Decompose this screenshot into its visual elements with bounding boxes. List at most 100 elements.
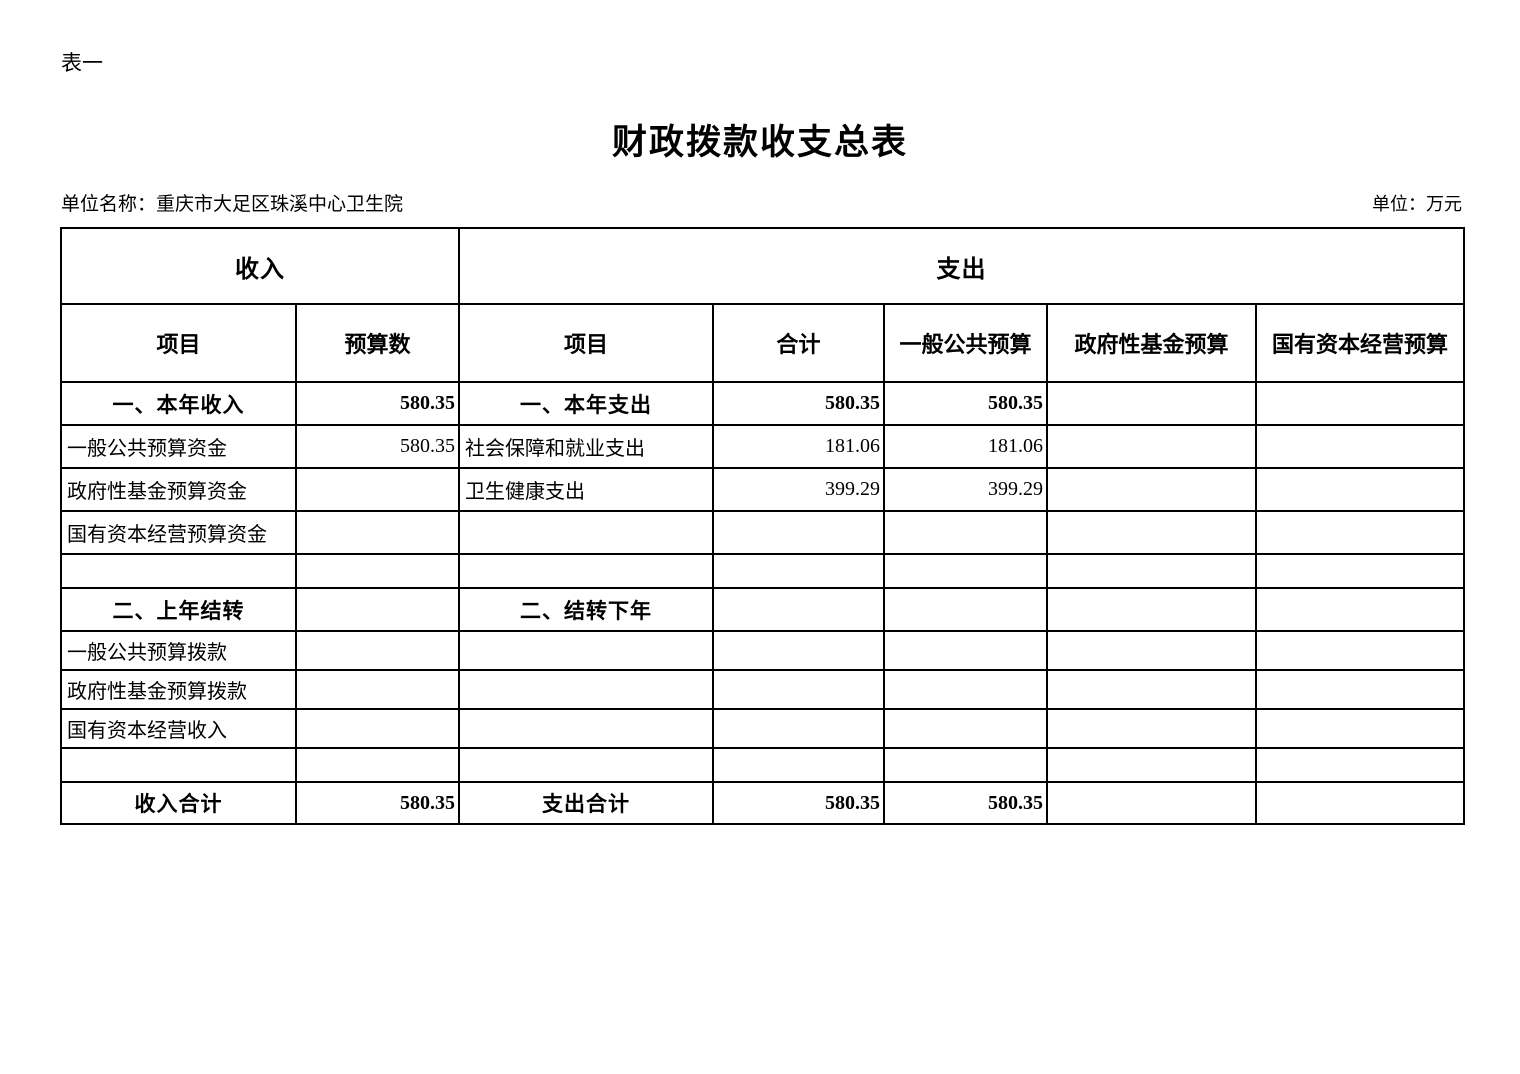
income-item-cell: 一般公共预算拨款	[60, 630, 297, 671]
table-row: 政府性基金预算资金 卫生健康支出 399.29 399.29	[60, 467, 1466, 512]
expense-state-capital-cell	[1254, 669, 1466, 710]
expense-general-budget-cell: 181.06	[883, 424, 1048, 469]
expense-state-capital-cell	[1254, 708, 1466, 749]
table-row: 一般公共预算资金 580.35 社会保障和就业支出 181.06 181.06	[60, 424, 1466, 469]
expense-gov-fund-cell	[1046, 669, 1257, 710]
page-title: 财政拨款收支总表	[611, 123, 908, 162]
expense-item-column-header: 项目	[458, 303, 714, 383]
expense-total-cell	[712, 630, 885, 671]
expense-item-cell: 支出合计	[458, 781, 714, 825]
income-budget-cell	[295, 553, 460, 589]
table-row	[60, 747, 1466, 783]
expense-state-capital-cell	[1254, 553, 1466, 589]
expense-total-cell	[712, 587, 885, 632]
expense-total-cell: 580.35	[712, 781, 885, 825]
state-capital-budget-column-header: 国有资本经营预算	[1254, 303, 1466, 383]
income-item-cell: 国有资本经营预算资金	[60, 510, 297, 555]
expense-item-cell: 社会保障和就业支出	[458, 424, 714, 469]
expense-item-cell	[458, 747, 714, 783]
table-row: 政府性基金预算拨款	[60, 669, 1466, 710]
income-item-cell: 国有资本经营收入	[60, 708, 297, 749]
income-budget-cell	[295, 747, 460, 783]
income-item-cell: 政府性基金预算资金	[60, 467, 297, 512]
expense-general-budget-cell: 580.35	[883, 381, 1048, 426]
table-row	[60, 553, 1466, 589]
expense-gov-fund-cell	[1046, 747, 1257, 783]
expense-general-budget-cell	[883, 553, 1048, 589]
table-row: 一、本年收入 580.35 一、本年支出 580.35 580.35	[60, 381, 1466, 426]
unit-name-label: 单位名称：重庆市大足区珠溪中心卫生院	[61, 194, 404, 215]
income-budget-cell	[295, 630, 460, 671]
expense-gov-fund-cell	[1046, 630, 1257, 671]
expense-state-capital-cell	[1254, 781, 1466, 825]
income-budget-column-header: 预算数	[295, 303, 460, 383]
unit-of-measure-label: 单位：万元	[1372, 194, 1462, 214]
expense-total-cell: 181.06	[712, 424, 885, 469]
income-item-column-header: 项目	[60, 303, 297, 383]
income-group-header: 收入	[60, 227, 460, 305]
expense-general-budget-cell: 580.35	[883, 781, 1048, 825]
expense-group-header: 支出	[457, 227, 1466, 305]
expense-total-cell: 399.29	[712, 467, 885, 512]
sheet-tag: 表一	[61, 51, 103, 75]
expense-gov-fund-cell	[1046, 381, 1257, 426]
expense-state-capital-cell	[1254, 510, 1466, 555]
income-item-cell	[60, 747, 297, 783]
income-item-cell: 政府性基金预算拨款	[60, 669, 297, 710]
expense-total-cell	[712, 747, 885, 783]
income-budget-cell: 580.35	[295, 424, 460, 469]
expense-state-capital-cell	[1254, 630, 1466, 671]
table-header: 收入 支出 项目 预算数 项目 合计 一般公共预算 政府性基金预算 国有资本经营…	[60, 227, 1466, 383]
expense-gov-fund-cell	[1046, 424, 1257, 469]
table-row: 一般公共预算拨款	[60, 630, 1466, 671]
expense-state-capital-cell	[1254, 424, 1466, 469]
gov-fund-budget-column-header: 政府性基金预算	[1046, 303, 1257, 383]
expense-item-cell	[458, 510, 714, 555]
expense-total-cell	[712, 708, 885, 749]
table-row: 国有资本经营收入	[60, 708, 1466, 749]
expense-state-capital-cell	[1254, 467, 1466, 512]
expense-item-cell: 一、本年支出	[458, 381, 714, 426]
income-budget-cell: 580.35	[295, 381, 460, 426]
expense-gov-fund-cell	[1046, 781, 1257, 825]
expense-item-cell	[458, 553, 714, 589]
expense-state-capital-cell	[1254, 587, 1466, 632]
expense-general-budget-cell	[883, 669, 1048, 710]
expense-general-budget-cell	[883, 587, 1048, 632]
meta-line: 单位名称：重庆市大足区珠溪中心卫生院 单位：万元	[61, 189, 1462, 216]
expense-gov-fund-cell	[1046, 467, 1257, 512]
table-row: 国有资本经营预算资金	[60, 510, 1466, 555]
column-header-row: 项目 预算数 项目 合计 一般公共预算 政府性基金预算 国有资本经营预算	[60, 303, 1466, 383]
income-item-cell: 一、本年收入	[60, 381, 297, 426]
income-item-cell: 收入合计	[60, 781, 297, 825]
expense-gov-fund-cell	[1046, 587, 1257, 632]
income-budget-cell	[295, 467, 460, 512]
income-item-cell: 二、上年结转	[60, 587, 297, 632]
income-item-cell	[60, 553, 297, 589]
expense-item-cell: 二、结转下年	[458, 587, 714, 632]
income-item-cell: 一般公共预算资金	[60, 424, 297, 469]
expense-general-budget-cell	[883, 747, 1048, 783]
expense-total-cell	[712, 510, 885, 555]
expense-item-cell: 卫生健康支出	[458, 467, 714, 512]
expense-gov-fund-cell	[1046, 708, 1257, 749]
expense-general-budget-cell: 399.29	[883, 467, 1048, 512]
expense-general-budget-cell	[883, 510, 1048, 555]
income-budget-cell: 580.35	[295, 781, 460, 825]
income-budget-cell	[295, 708, 460, 749]
income-budget-cell	[295, 510, 460, 555]
expense-item-cell	[458, 669, 714, 710]
expense-gov-fund-cell	[1046, 510, 1257, 555]
table-row: 收入合计 580.35 支出合计 580.35 580.35	[60, 781, 1466, 825]
expense-total-cell	[712, 553, 885, 589]
fiscal-appropriation-table: 收入 支出 项目 预算数 项目 合计 一般公共预算 政府性基金预算 国有资本经营…	[60, 227, 1466, 825]
expense-state-capital-cell	[1254, 381, 1466, 426]
general-public-budget-column-header: 一般公共预算	[883, 303, 1048, 383]
group-header-row: 收入 支出	[60, 227, 1466, 305]
expense-gov-fund-cell	[1046, 553, 1257, 589]
expense-general-budget-cell	[883, 630, 1048, 671]
expense-general-budget-cell	[883, 708, 1048, 749]
table-row: 二、上年结转 二、结转下年	[60, 587, 1466, 632]
expense-total-cell: 580.35	[712, 381, 885, 426]
